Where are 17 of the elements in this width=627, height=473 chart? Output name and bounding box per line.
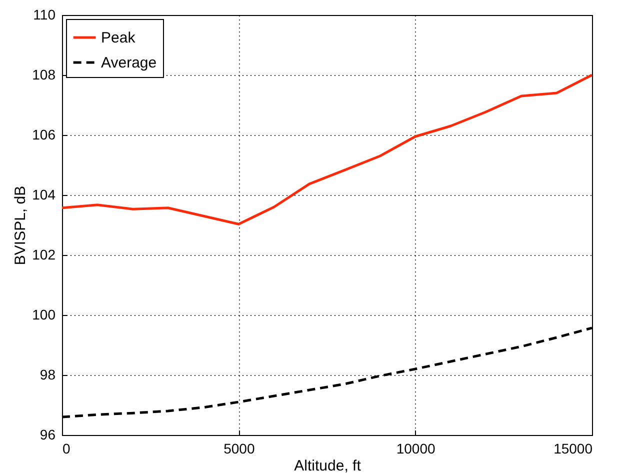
y-tick-label: 102 (32, 246, 56, 262)
y-tick-label: 96 (40, 426, 56, 442)
legend-label: Peak (101, 30, 136, 46)
line-series (60, 74, 594, 226)
x-axis-title: Altitude, ft (294, 458, 362, 473)
x-tick-label: 10000 (396, 440, 436, 456)
y-tick-label: 106 (32, 126, 56, 142)
x-tick-label: 5000 (224, 440, 255, 456)
y-tick-label: 110 (33, 6, 56, 22)
y-tick-label: 104 (32, 186, 56, 202)
legend-label: Average (101, 54, 157, 72)
y-tick-label: 98 (40, 366, 56, 382)
x-tick-label: 0 (62, 440, 70, 456)
y-tick-label: 100 (32, 306, 56, 322)
x-tick-label: 15000 (554, 440, 593, 456)
y-tick-label: 108 (32, 66, 56, 82)
y-axis-title: BVISPL, dB (12, 186, 30, 266)
